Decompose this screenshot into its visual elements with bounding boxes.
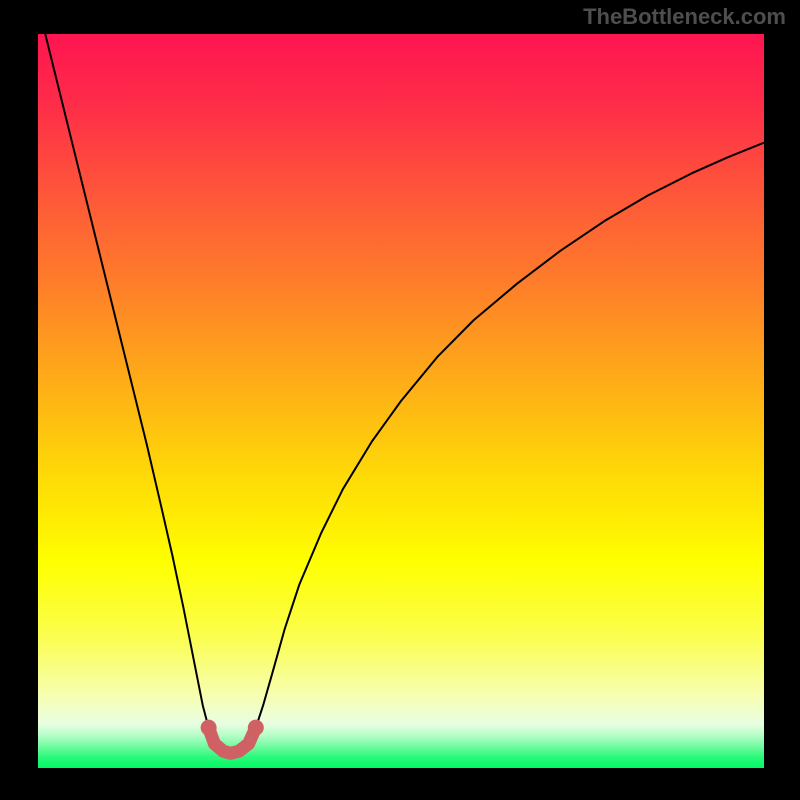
curve-layer: [38, 34, 764, 768]
bottleneck-curve: [45, 34, 764, 753]
watermark-text: TheBottleneck.com: [583, 4, 786, 30]
plot-area: [38, 34, 764, 768]
marker-segment: [209, 728, 256, 754]
marker-end-left: [201, 720, 217, 736]
marker-end-right: [248, 720, 264, 736]
